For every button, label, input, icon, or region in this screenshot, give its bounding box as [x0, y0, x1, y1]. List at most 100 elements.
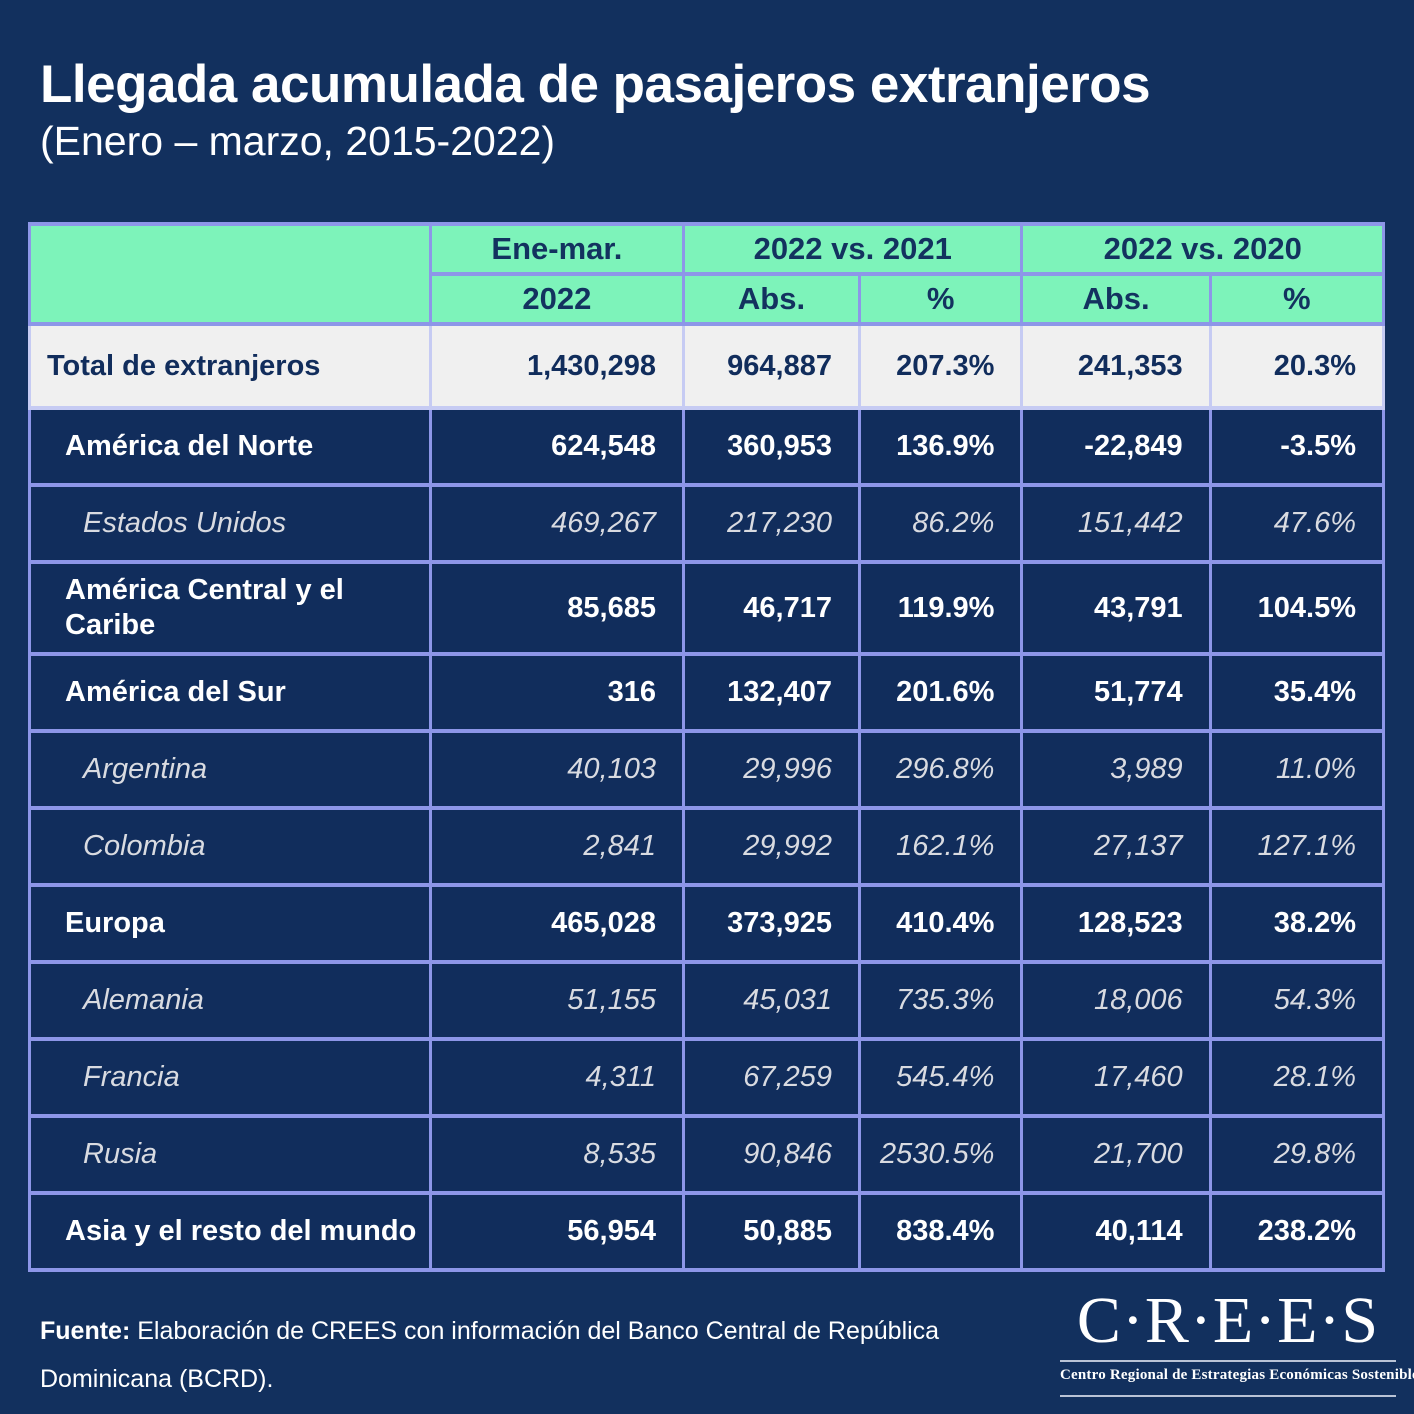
cell-vs2020-pct: 29.8% [1208, 1114, 1386, 1195]
row-label: América del Sur [28, 652, 432, 733]
cell-vs2021-abs: 29,992 [681, 806, 861, 887]
cell-vs2021-pct: 86.2% [857, 483, 1024, 564]
cell-vs2021-abs: 45,031 [681, 960, 861, 1041]
table-row-francia: Francia 4,311 67,259 545.4% 17,460 28.1% [28, 1037, 1386, 1118]
cell-vs2020-abs: 21,700 [1020, 1114, 1212, 1195]
table-row-america-central-caribe: América Central y el Caribe 85,685 46,71… [28, 560, 1386, 656]
source-label: Fuente: [40, 1317, 131, 1345]
table-row-america-norte: América del Norte 624,548 360,953 136.9%… [28, 406, 1386, 487]
cell-ene-mar-2022: 51,155 [428, 960, 685, 1041]
cell-vs2020-pct: 238.2% [1208, 1191, 1386, 1272]
cell-vs2020-pct: 54.3% [1208, 960, 1386, 1041]
page-title: Llegada acumulada de pasajeros extranjer… [40, 55, 1151, 114]
cell-vs2020-abs: 151,442 [1020, 483, 1212, 564]
header-group-row: Ene-mar. 2022 vs. 2021 2022 vs. 2020 [28, 222, 1385, 326]
passengers-table: Ene-mar. 2022 vs. 2021 2022 vs. 2020 202… [28, 222, 1386, 1272]
cell-vs2021-abs: 373,925 [681, 883, 861, 964]
cell-ene-mar-2022: 4,311 [428, 1037, 685, 1118]
cell-vs2021-pct: 201.6% [857, 652, 1024, 733]
cell-ene-mar-2022: 2,841 [428, 806, 685, 887]
cell-ene-mar-2022: 316 [428, 652, 685, 733]
cell-ene-mar-2022: 56,954 [428, 1191, 685, 1272]
table-row-asia-resto: Asia y el resto del mundo 56,954 50,885 … [28, 1191, 1386, 1272]
cell-ene-mar-2022: 469,267 [428, 483, 685, 564]
cell-ene-mar-2022: 1,430,298 [428, 322, 685, 410]
cell-vs2021-abs: 29,996 [681, 729, 861, 810]
cell-vs2021-pct: 207.3% [857, 322, 1024, 410]
crees-logo-wordmark: C·R·E·E·S [1076, 1284, 1380, 1357]
cell-vs2020-pct: 38.2% [1208, 883, 1386, 964]
cell-vs2020-abs: 40,114 [1020, 1191, 1212, 1272]
row-label: Total de extranjeros [28, 322, 432, 410]
cell-vs2021-abs: 217,230 [681, 483, 861, 564]
cell-ene-mar-2022: 624,548 [428, 406, 685, 487]
row-label: América del Norte [28, 406, 432, 487]
row-label: América Central y el Caribe [28, 560, 432, 656]
column-group-ene-mar: Ene-mar. [428, 222, 685, 276]
cell-vs2020-pct: 127.1% [1208, 806, 1386, 887]
cell-vs2021-abs: 132,407 [681, 652, 861, 733]
cell-vs2020-abs: 27,137 [1020, 806, 1212, 887]
cell-vs2020-pct: 47.6% [1208, 483, 1386, 564]
column-header-2022: 2022 [428, 272, 685, 326]
crees-logo: C·R·E·E·S Centro Regional de Estrategias… [1060, 1284, 1414, 1397]
cell-vs2021-abs: 67,259 [681, 1037, 861, 1118]
column-header-abs-2020: Abs. [1020, 272, 1212, 326]
page-subtitle: (Enero – marzo, 2015-2022) [40, 118, 556, 165]
cell-ene-mar-2022: 465,028 [428, 883, 685, 964]
cell-vs2020-pct: 20.3% [1208, 322, 1386, 410]
cell-vs2020-pct: -3.5% [1208, 406, 1386, 487]
table-row-total: Total de extranjeros 1,430,298 964,887 2… [28, 322, 1386, 410]
cell-vs2020-pct: 104.5% [1208, 560, 1386, 656]
title-block: Llegada acumulada de pasajeros extranjer… [0, 0, 1414, 166]
row-label: Colombia [28, 806, 432, 887]
row-label: Europa [28, 883, 432, 964]
cell-vs2021-pct: 136.9% [857, 406, 1024, 487]
cell-vs2021-abs: 50,885 [681, 1191, 861, 1272]
cell-vs2021-pct: 2530.5% [857, 1114, 1024, 1195]
source-text: Elaboración de CREES con información del… [40, 1317, 940, 1393]
row-label: Francia [28, 1037, 432, 1118]
column-header-pct-2021: % [857, 272, 1024, 326]
table-row-argentina: Argentina 40,103 29,996 296.8% 3,989 11.… [28, 729, 1386, 810]
source-note: Fuente: Elaboración de CREES con informa… [40, 1308, 940, 1403]
cell-vs2020-abs: 51,774 [1020, 652, 1212, 733]
column-group-2022-vs-2020: 2022 vs. 2020 [1020, 222, 1385, 276]
cell-vs2020-abs: 18,006 [1020, 960, 1212, 1041]
cell-vs2020-abs: 3,989 [1020, 729, 1212, 810]
cell-vs2020-abs: -22,849 [1020, 406, 1212, 487]
table-corner-cell [28, 222, 432, 326]
cell-vs2020-abs: 43,791 [1020, 560, 1212, 656]
row-label: Estados Unidos [28, 483, 432, 564]
table-row-estados-unidos: Estados Unidos 469,267 217,230 86.2% 151… [28, 483, 1386, 564]
column-header-abs-2021: Abs. [681, 272, 861, 326]
column-header-pct-2020: % [1208, 272, 1386, 326]
header-column-row: 2022 Abs. % Abs. % [30, 272, 1386, 326]
table-header: Ene-mar. 2022 vs. 2021 2022 vs. 2020 202… [28, 222, 1386, 326]
cell-vs2021-pct: 162.1% [857, 806, 1024, 887]
cell-vs2020-abs: 17,460 [1020, 1037, 1212, 1118]
cell-ene-mar-2022: 85,685 [428, 560, 685, 656]
row-label: Alemania [28, 960, 432, 1041]
cell-vs2020-abs: 128,523 [1020, 883, 1212, 964]
cell-vs2021-pct: 410.4% [857, 883, 1024, 964]
row-label: Argentina [28, 729, 432, 810]
cell-vs2021-abs: 360,953 [681, 406, 861, 487]
cell-ene-mar-2022: 40,103 [428, 729, 685, 810]
cell-vs2021-pct: 735.3% [857, 960, 1024, 1041]
logo-divider-top [1060, 1359, 1396, 1362]
cell-vs2020-abs: 241,353 [1020, 322, 1212, 410]
cell-vs2021-pct: 838.4% [857, 1191, 1024, 1272]
row-label: Rusia [28, 1114, 432, 1195]
cell-vs2020-pct: 28.1% [1208, 1037, 1386, 1118]
table-row-europa: Europa 465,028 373,925 410.4% 128,523 38… [28, 883, 1386, 964]
row-label: Asia y el resto del mundo [28, 1191, 432, 1272]
cell-vs2020-pct: 11.0% [1208, 729, 1386, 810]
column-group-2022-vs-2021: 2022 vs. 2021 [681, 222, 1024, 276]
cell-vs2021-pct: 119.9% [857, 560, 1024, 656]
cell-vs2021-abs: 90,846 [681, 1114, 861, 1195]
table-row-colombia: Colombia 2,841 29,992 162.1% 27,137 127.… [28, 806, 1386, 887]
cell-ene-mar-2022: 8,535 [428, 1114, 685, 1195]
cell-vs2021-abs: 46,717 [681, 560, 861, 656]
table-row-america-sur: América del Sur 316 132,407 201.6% 51,77… [28, 652, 1386, 733]
